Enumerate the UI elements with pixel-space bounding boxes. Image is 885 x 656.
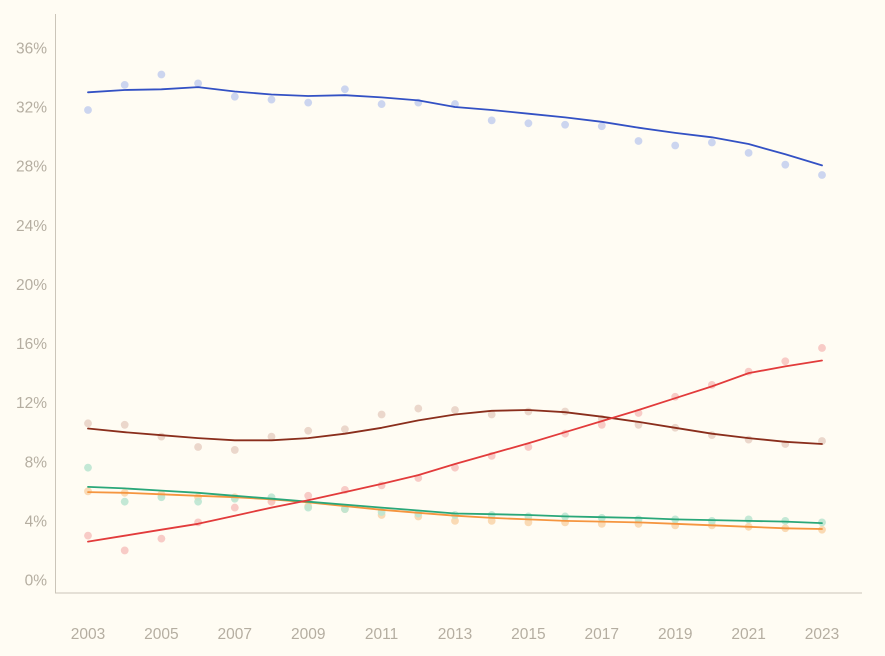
x-axis-label: 2015	[511, 626, 545, 643]
scatter-dot-blue	[157, 70, 166, 79]
scatter-dot-teal	[194, 497, 203, 506]
scatter-dot-teal	[84, 463, 92, 472]
scatter-dot-blue	[230, 92, 239, 101]
scatter-dot-dark-red	[267, 432, 276, 441]
x-axis-label: 2013	[438, 626, 472, 643]
scatter-dot-red	[451, 463, 459, 472]
scatter-dot-blue	[487, 116, 496, 125]
scatter-dot-dark-red	[341, 425, 349, 434]
scatter-dot-blue	[120, 80, 129, 89]
trend-line-blue	[87, 86, 823, 167]
scatter-dot-blue	[708, 138, 716, 147]
y-axis-label: 24%	[16, 218, 47, 235]
y-axis-label: 0%	[25, 573, 48, 590]
scatter-dot-dark-red	[194, 443, 203, 451]
y-axis-label: 8%	[25, 454, 48, 471]
scatter-dot-red	[818, 344, 826, 352]
x-axis-label: 2019	[658, 626, 692, 643]
scatter-dot-dark-red	[120, 420, 129, 429]
scatter-dot-red	[84, 531, 92, 540]
scatter-dot-red	[781, 357, 790, 366]
scatter-dot-red	[304, 491, 313, 500]
y-axis-label: 28%	[16, 159, 47, 176]
scatter-dot-orange	[451, 516, 459, 525]
scatter-dot-blue	[597, 122, 606, 131]
x-axis-label: 2005	[144, 626, 178, 643]
scatter-dot-blue	[377, 100, 386, 108]
scatter-dot-blue	[671, 141, 680, 150]
scatter-dot-blue	[341, 85, 349, 94]
y-axis-label: 32%	[16, 100, 47, 117]
scatter-dot-dark-red	[377, 410, 386, 419]
scatter-dot-blue	[524, 119, 533, 128]
x-axis-label: 2007	[218, 626, 252, 643]
scatter-dot-dark-red	[84, 419, 92, 428]
scatter-dot-blue	[84, 106, 92, 114]
trend-line-teal	[87, 485, 823, 524]
scatter-dot-red	[524, 443, 533, 451]
scatter-dot-red	[597, 420, 606, 429]
x-axis-label: 2003	[71, 626, 105, 643]
scatter-dot-blue	[818, 171, 826, 179]
scatter-dot-dark-red	[414, 404, 423, 413]
x-axis-label: 2011	[365, 626, 398, 643]
scatter-dot-orange	[487, 516, 496, 525]
scatter-dot-red	[120, 546, 129, 555]
scatter-dot-teal	[157, 493, 166, 502]
scatter-dot-dark-red	[451, 406, 459, 414]
y-axis-label: 12%	[16, 395, 47, 412]
y-axis-label: 4%	[25, 513, 48, 530]
scatter-dot-blue	[744, 148, 753, 157]
scatter-dot-teal	[120, 497, 129, 506]
scatter-dot-teal	[304, 503, 313, 512]
x-axis-label: 2017	[585, 626, 619, 643]
scatter-dot-dark-red	[744, 435, 753, 444]
scatter-dot-dark-red	[157, 432, 166, 441]
scatter-dot-blue	[194, 79, 203, 88]
scatter-dot-blue	[267, 95, 276, 104]
scatter-dot-red	[157, 534, 166, 543]
x-axis-label: 2009	[291, 626, 325, 643]
scatter-dot-red	[230, 503, 239, 512]
y-axis-label: 36%	[16, 40, 47, 57]
scatter-dot-dark-red	[230, 446, 239, 454]
scatter-dot-blue	[304, 98, 313, 107]
scatter-dot-teal	[744, 515, 753, 524]
y-axis-label: 20%	[16, 277, 47, 294]
scatter-dot-orange	[524, 518, 533, 527]
scatter-dot-blue	[634, 137, 643, 145]
scatter-dot-dark-red	[487, 410, 496, 419]
trend-line-dark-red	[87, 409, 823, 445]
scatter-dot-blue	[781, 160, 790, 169]
scatter-dot-blue	[561, 120, 569, 129]
y-axis-label: 16%	[16, 336, 47, 353]
x-axis-label: 2021	[731, 626, 765, 643]
scatter-dot-dark-red	[524, 407, 533, 416]
x-axis-label: 2023	[805, 626, 839, 643]
scatter-dot-dark-red	[304, 426, 313, 435]
trend-line-orange	[87, 491, 823, 530]
trend-line-red	[87, 359, 823, 543]
